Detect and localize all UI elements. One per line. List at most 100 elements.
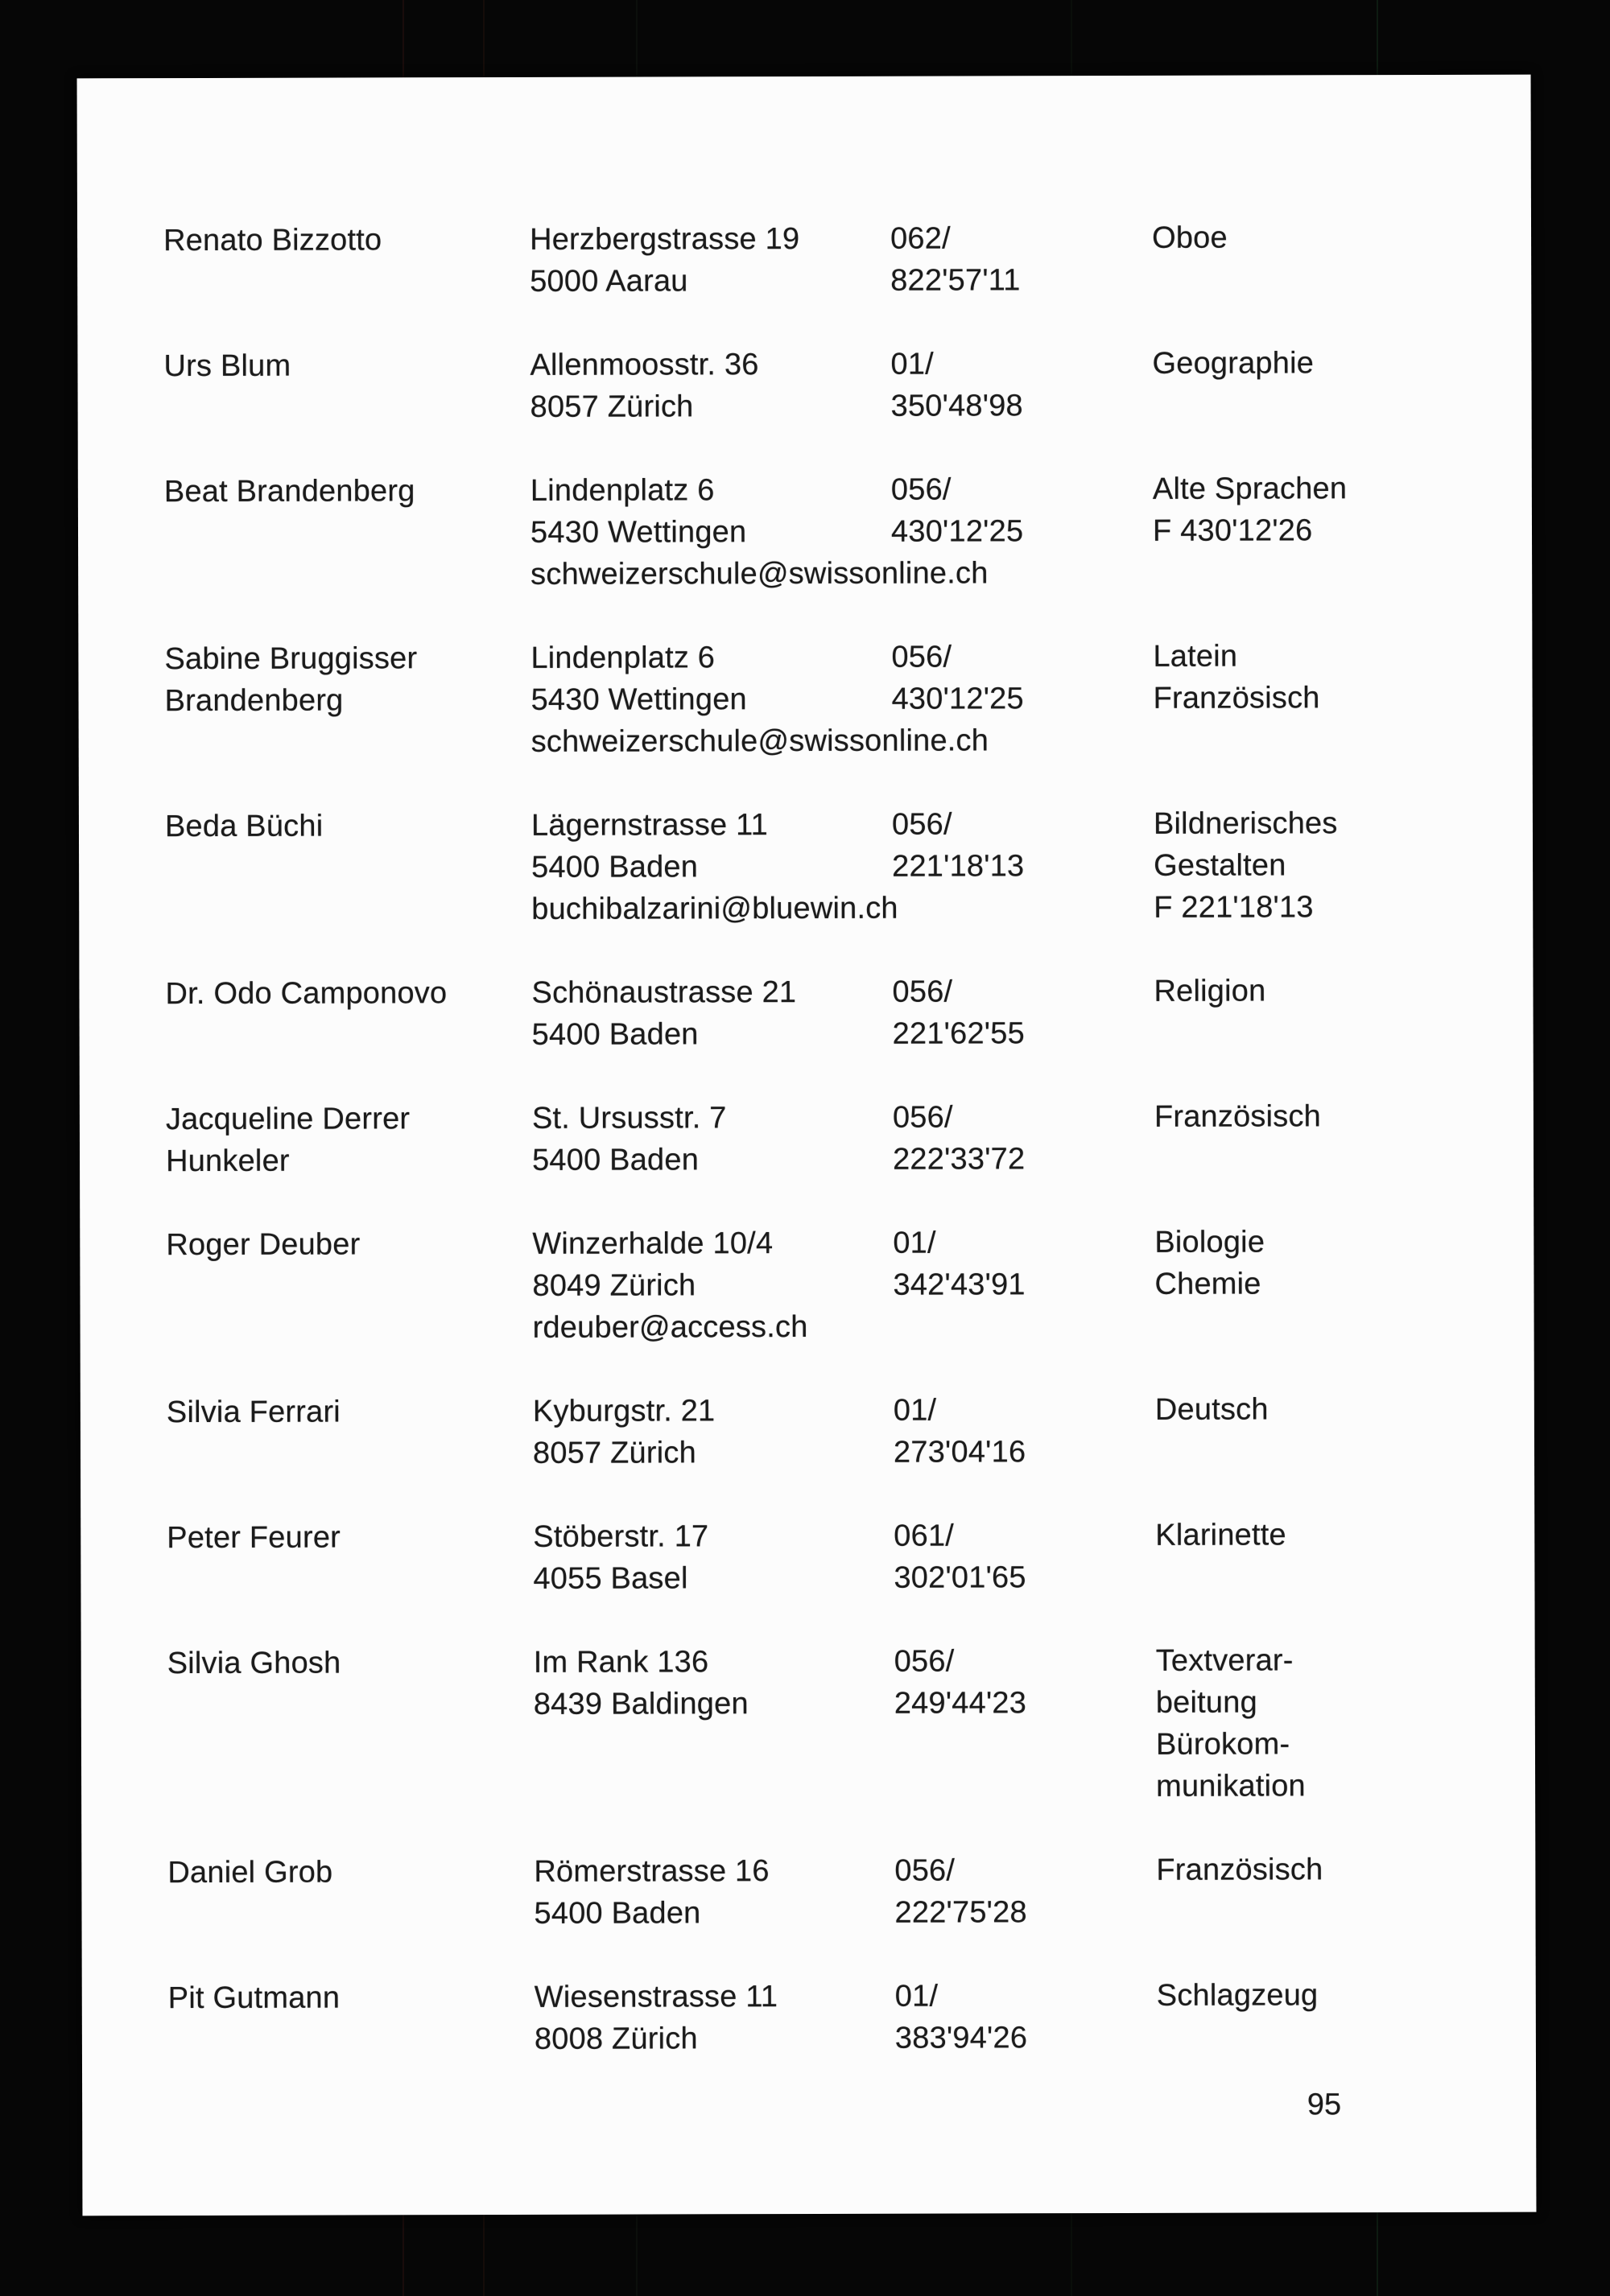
entry-subject: Alte Sprachen F 430'12'26 — [1153, 468, 1451, 552]
entry-name-line: Sabine Bruggisser — [164, 641, 418, 677]
entry-address-line: 5000 Aarau — [530, 264, 688, 299]
entry-address: Schönaustrasse 21 5400 Baden — [531, 971, 892, 1056]
entry-name-line: Hunkeler — [165, 1144, 290, 1179]
entry-phone: 056/249'44'23 — [894, 1640, 1156, 1725]
directory-entry: Renato Bizzotto Herzbergstrasse 19 5000 Aa… — [163, 216, 1451, 303]
entry-name: Roger Deuber — [166, 1223, 532, 1266]
entry-phone: 01/350'48'98 — [890, 343, 1152, 427]
directory-entries: Renato Bizzotto Herzbergstrasse 19 5000 Aa… — [163, 216, 1456, 2061]
entry-name: Dr. Odo Camponovo — [165, 972, 531, 1015]
entry-subject-line: Chemie — [1154, 1267, 1261, 1301]
entry-address: Römerstrasse 16 5400 Baden — [534, 1850, 894, 1935]
entry-phone: 01/273'04'16 — [894, 1389, 1155, 1474]
entry-address-line: St. Ursusstr. 7 — [531, 1101, 727, 1136]
entry-address-line: 5430 Wettingen — [530, 682, 747, 717]
directory-entry: Sabine Bruggisser Brandenberg Lindenplatz … — [164, 635, 1452, 764]
entry-address-line: schweizerschule@swissonline.ch — [530, 723, 989, 759]
entry-address: Lindenplatz 6 5430 Wettingen schweizerschu… — [530, 469, 989, 596]
directory-entry: Pit Gutmann Wiesenstrasse 11 8008 Zürich 01… — [168, 1974, 1456, 2061]
entry-phone-line: 056/ — [894, 1853, 956, 1888]
entry-name-line: Pit Gutmann — [167, 1981, 341, 2016]
entry-phone-line: 056/ — [892, 975, 953, 1009]
entry-name: Renato Bizzotto — [163, 219, 530, 262]
entry-address: Allenmoosstr. 36 8057 Zürich — [530, 344, 890, 428]
entry-address-line: 4055 Basel — [533, 1561, 688, 1596]
entry-address-line: 5430 Wettingen — [530, 515, 747, 550]
entry-address-line: Herzbergstrasse 19 — [529, 222, 800, 257]
entry-phone-line: 222'75'28 — [894, 1895, 1027, 1930]
entry-phone-line: 01/ — [890, 347, 934, 381]
entry-address-line: 8008 Zürich — [534, 2022, 698, 2056]
entry-address-line: Lindenplatz 6 — [530, 641, 716, 675]
entry-phone-line: 056/ — [890, 472, 952, 507]
directory-entry: Jacqueline Derrer Hunkeler St. Ursusstr. 7… — [166, 1095, 1454, 1182]
entry-address: Wiesenstrasse 11 8008 Zürich — [535, 1976, 895, 2060]
entry-phone-line: 342'43'91 — [893, 1268, 1026, 1302]
directory-page: Renato Bizzotto Herzbergstrasse 19 5000 Aa… — [76, 74, 1537, 2216]
entry-name-line: Renato Bizzotto — [163, 223, 382, 258]
entry-phone-line: 350'48'98 — [890, 389, 1023, 423]
entry-phone: 056/430'12'25 — [891, 468, 1153, 553]
entry-phone-line: 056/ — [891, 640, 952, 674]
entry-address-line: Römerstrasse 16 — [534, 1854, 770, 1889]
entry-address-line: Lindenplatz 6 — [530, 473, 715, 508]
entry-subject-line: Alte Sprachen — [1152, 472, 1348, 506]
entry-phone: 061/302'01'65 — [894, 1515, 1155, 1599]
entry-name-line: Roger Deuber — [166, 1227, 361, 1263]
entry-phone-line: 056/ — [894, 1644, 955, 1679]
entry-phone-line: 430'12'25 — [891, 682, 1024, 716]
entry-phone: 056/222'33'72 — [893, 1096, 1154, 1181]
entry-subject-line: Bürokom- — [1155, 1727, 1290, 1762]
entry-phone-line: 056/ — [891, 807, 952, 842]
entry-address-line: Im Rank 136 — [533, 1645, 709, 1680]
entry-name-line: Jacqueline Derrer — [165, 1102, 411, 1137]
entry-address-line: buchibalzarini@bluewin.ch — [531, 891, 898, 926]
directory-entry: Urs Blum Allenmoosstr. 36 8057 Zürich 01/35… — [163, 342, 1451, 429]
directory-entry: Dr. Odo Camponovo Schönaustrasse 21 5400 B… — [165, 970, 1453, 1057]
entry-name-line: Peter Feurer — [167, 1520, 341, 1556]
entry-name: Beat Brandenberg — [164, 470, 530, 513]
entry-phone: 01/383'94'26 — [895, 1975, 1157, 2059]
entry-phone-line: 062/ — [890, 221, 951, 256]
entry-address: Lindenplatz 6 5430 Wettingen schweizerschu… — [530, 637, 989, 763]
entry-subject-line: Geographie — [1152, 346, 1315, 381]
entry-address-line: Allenmoosstr. 36 — [530, 348, 759, 382]
entry-phone: 056/221'62'55 — [892, 971, 1154, 1055]
entry-phone: 01/342'43'91 — [893, 1222, 1154, 1306]
entry-address-line: rdeuber@access.ch — [532, 1309, 808, 1345]
entry-subject-line: Biologie — [1154, 1225, 1265, 1259]
entry-phone-line: 061/ — [894, 1519, 955, 1553]
entry-subject: Schlagzeug — [1157, 1974, 1455, 2017]
entry-subject: Klarinette — [1155, 1514, 1453, 1556]
entry-phone: 062/822'57'11 — [890, 217, 1152, 302]
directory-entry: Beat Brandenberg Lindenplatz 6 5430 Wettin… — [164, 468, 1452, 596]
entry-phone-line: 221'18'13 — [892, 849, 1025, 884]
entry-subject: Latein Französisch — [1153, 635, 1451, 719]
entry-subject-line: Latein — [1153, 639, 1238, 674]
entry-subject-line: F 430'12'26 — [1152, 513, 1313, 548]
entry-subject-line: Oboe — [1151, 221, 1228, 255]
entry-name-line: Dr. Odo Camponovo — [165, 976, 448, 1012]
entry-name-line: Urs Blum — [163, 348, 291, 384]
directory-entry: Peter Feurer Stöberstr. 17 4055 Basel 061/3… — [167, 1514, 1455, 1601]
entry-subject: Oboe — [1152, 216, 1450, 259]
entry-name: Jacqueline Derrer Hunkeler — [166, 1098, 532, 1182]
entry-phone-line: 249'44'23 — [894, 1686, 1027, 1721]
entry-phone-line: 221'62'55 — [892, 1016, 1025, 1051]
entry-address-line: 5400 Baden — [531, 1017, 699, 1052]
entry-address: Stöberstr. 17 4055 Basel — [533, 1515, 894, 1600]
entry-subject-line: Klarinette — [1155, 1518, 1286, 1552]
entry-address-line: 8439 Baldingen — [533, 1687, 749, 1721]
entry-phone-line: 430'12'25 — [890, 514, 1024, 549]
entry-subject-line: munikation — [1156, 1769, 1306, 1803]
entry-name: Urs Blum — [163, 344, 530, 387]
directory-entry: Silvia Ferrari Kyburgstr. 21 8057 Zürich 01… — [167, 1388, 1455, 1475]
entry-subject-line: Gestalten — [1154, 848, 1286, 883]
entry-address-line: Wiesenstrasse 11 — [534, 1980, 778, 2014]
directory-entry: Daniel Grob Römerstrasse 16 5400 Baden 056/… — [167, 1849, 1455, 1935]
entry-subject: Französisch — [1156, 1849, 1454, 1891]
entry-subject-line: beitung — [1155, 1685, 1257, 1720]
entry-address-line: Lägernstrasse 11 — [530, 808, 769, 843]
entry-subject: Deutsch — [1155, 1388, 1453, 1431]
